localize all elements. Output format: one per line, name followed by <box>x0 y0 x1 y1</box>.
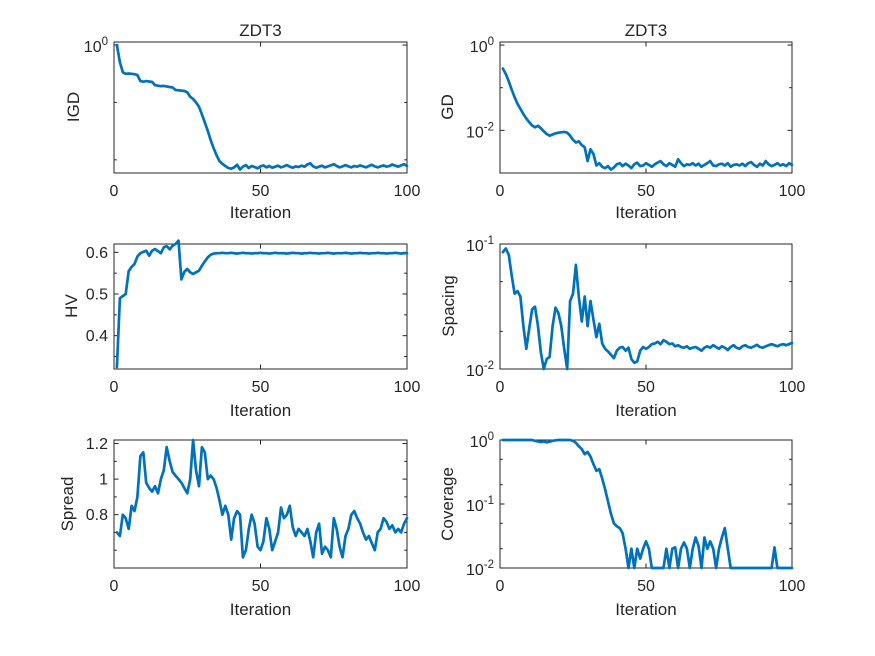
x-tick-label: 100 <box>394 379 421 396</box>
x-tick-label: 0 <box>496 183 505 200</box>
x-tick-label: 0 <box>110 379 119 396</box>
ylabel-igd: IGD <box>64 91 83 123</box>
x-tick-label: 0 <box>496 578 505 595</box>
xlabel-spread: Iteration <box>229 600 292 619</box>
subplot-spacing: 0 50 100 10-1 10-2 <box>466 235 805 396</box>
y-tick-label: 1 <box>99 472 108 489</box>
x-tick-label: 50 <box>637 379 655 396</box>
x-tick-label: 50 <box>252 578 270 595</box>
y-tick-label: 1.2 <box>86 436 108 453</box>
subplot-spread: 0 50 100 0.8 1 1.2 <box>86 436 421 595</box>
y-tick-label: 10-1 <box>466 235 494 255</box>
subplot-hv: 0 50 100 0.4 0.5 0.6 <box>86 239 421 396</box>
x-tick-label: 100 <box>394 183 421 200</box>
x-tick-label: 50 <box>252 183 270 200</box>
y-tick-label: 0.6 <box>86 245 108 262</box>
y-tick-label: 100 <box>470 36 494 56</box>
y-tick-label: 10-2 <box>466 360 494 380</box>
y-tick-label: 0.4 <box>86 328 108 345</box>
ylabel-spread: Spread <box>58 476 77 532</box>
hv-series-line <box>115 239 409 369</box>
y-tick-label: 0.8 <box>86 507 108 524</box>
xlabel-hv: Iteration <box>229 401 292 420</box>
x-tick-label: 0 <box>110 183 119 200</box>
axes-box-spacing <box>499 243 793 370</box>
subplot-gd: 0 50 100 100 10-2 <box>466 36 805 200</box>
ylabel-hv: HV <box>62 294 81 318</box>
subplot-gd-title: ZDT3 <box>624 21 668 40</box>
axes-box-coverage <box>499 439 793 569</box>
subplot-igd-title: ZDT3 <box>239 21 282 40</box>
ylabel-gd: GD <box>438 94 457 120</box>
y-tick-label: 10-2 <box>466 559 494 579</box>
axes-box-hv <box>113 243 408 370</box>
spread-series-line <box>115 438 409 559</box>
igd-series-line <box>115 43 409 171</box>
axes-box-gd <box>499 41 793 174</box>
ylabel-coverage: Coverage <box>438 467 457 541</box>
y-tick-label: 100 <box>84 36 108 56</box>
xlabel-gd: Iteration <box>615 203 677 222</box>
x-tick-label: 0 <box>110 578 119 595</box>
coverage-series-line <box>501 438 794 570</box>
ylabel-spacing: Spacing <box>439 275 458 337</box>
x-tick-label: 100 <box>394 578 421 595</box>
spacing-series-line <box>501 247 794 371</box>
y-tick-label: 10-1 <box>466 495 494 515</box>
axes-box-igd <box>113 41 408 174</box>
x-tick-label: 100 <box>779 379 806 396</box>
x-tick-label: 50 <box>637 578 655 595</box>
subplot-coverage: 0 50 100 100 10-1 10-2 <box>466 431 805 595</box>
x-tick-label: 0 <box>496 379 505 396</box>
xlabel-coverage: Iteration <box>615 600 677 619</box>
xlabel-igd: Iteration <box>229 203 292 222</box>
y-tick-label: 100 <box>470 431 494 451</box>
y-tick-label: 0.5 <box>86 287 108 304</box>
x-tick-label: 50 <box>252 379 270 396</box>
xlabel-spacing: Iteration <box>615 401 677 420</box>
y-tick-label: 10-2 <box>466 121 494 141</box>
x-tick-label: 100 <box>779 183 806 200</box>
x-tick-label: 100 <box>779 578 806 595</box>
gd-series-line <box>501 67 794 171</box>
x-tick-label: 50 <box>637 183 655 200</box>
subplot-igd: 0 50 100 100 <box>84 36 421 200</box>
